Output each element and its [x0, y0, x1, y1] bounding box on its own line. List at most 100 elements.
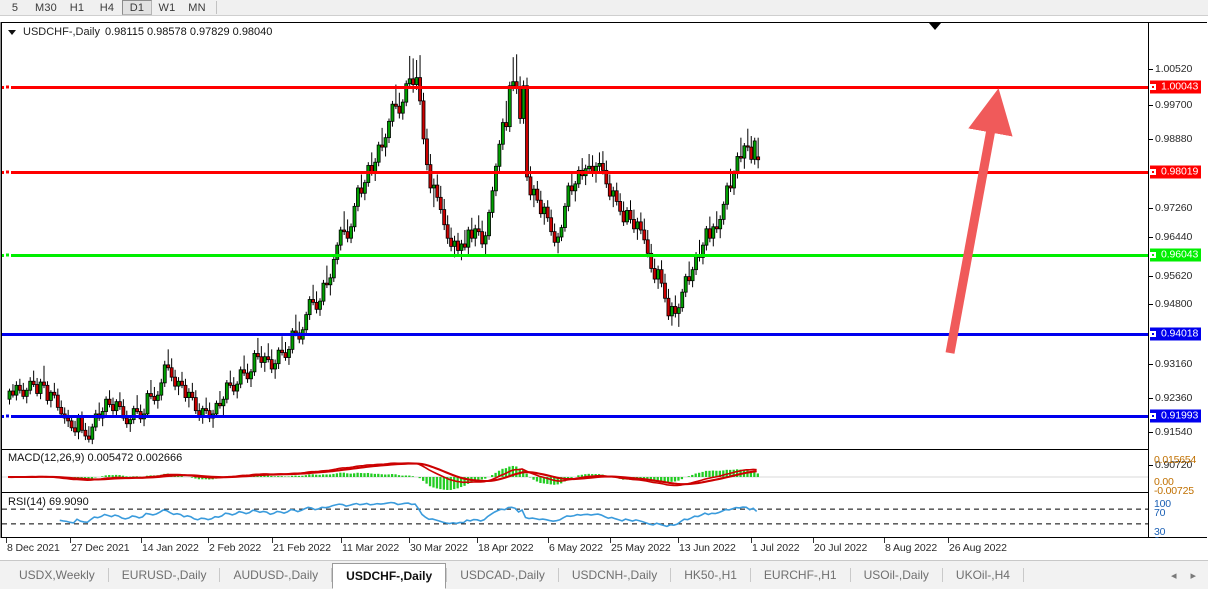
- price-level-badge[interactable]: 0.91993: [1150, 409, 1202, 423]
- candlestick-series: [7, 54, 761, 445]
- macd-pane[interactable]: MACD(12,26,9) 0.005472 0.002666: [2, 449, 1148, 493]
- chart-tab-eurchf-h1[interactable]: EURCHF-,H1: [763, 568, 837, 582]
- price-badge-handle[interactable]: [1150, 84, 1156, 90]
- candle: [255, 337, 260, 360]
- price-tick: [1149, 276, 1153, 277]
- horizontal-line-1.00043[interactable]: [2, 86, 1148, 89]
- chart-tab-eurusd-daily[interactable]: EURUSD-,Daily: [121, 568, 207, 582]
- candle: [676, 303, 681, 327]
- price-tick-label: 0.98880: [1155, 133, 1193, 145]
- line-handle-0.96043[interactable]: [4, 251, 11, 259]
- timeframe-button-m30[interactable]: M30: [35, 1, 57, 14]
- horizontal-line-0.96043[interactable]: [2, 254, 1148, 257]
- candle: [45, 381, 50, 405]
- candle: [390, 100, 395, 127]
- tab-divider: [446, 568, 448, 582]
- candle: [342, 211, 347, 235]
- candle: [11, 384, 15, 398]
- price-tick: [1149, 432, 1153, 433]
- candle: [632, 209, 636, 233]
- candle: [518, 76, 522, 124]
- candle: [173, 369, 178, 391]
- date-tick: [751, 538, 752, 543]
- candle: [21, 382, 26, 400]
- timeframe-button-mn[interactable]: MN: [188, 1, 206, 14]
- candle: [469, 217, 474, 243]
- candle: [666, 288, 671, 320]
- price-level-badge[interactable]: 0.96043: [1150, 248, 1202, 262]
- candle: [42, 365, 46, 389]
- candle: [601, 151, 605, 175]
- date-tick-label: 26 Aug 2022: [949, 542, 1007, 554]
- candle: [328, 273, 333, 296]
- candle: [387, 118, 391, 143]
- macd-scale-label: 0.015654: [1154, 454, 1197, 466]
- candle: [204, 397, 209, 414]
- price-badge-handle[interactable]: [1150, 331, 1156, 337]
- macd-series: [2, 462, 1148, 490]
- price-level-badge[interactable]: 1.00043: [1150, 80, 1202, 94]
- timeframe-button-5[interactable]: 5: [11, 1, 19, 14]
- line-handle-0.98019[interactable]: [4, 168, 11, 176]
- price-scale[interactable]: 1.00520 0.99700 0.98880 0.97260 0.96440 0.956…: [1148, 23, 1208, 547]
- timeframe-button-h1[interactable]: H1: [69, 1, 85, 14]
- chart-tab-usdcnh-daily[interactable]: USDCNH-,Daily: [571, 568, 658, 582]
- macd-scale-label: -0.00725: [1154, 485, 1194, 497]
- price-pane[interactable]: USDCHF-,Daily 0.98115 0.98578 0.97829 0.…: [2, 23, 1148, 448]
- price-tick-label: 0.99700: [1155, 99, 1193, 111]
- candle: [249, 368, 253, 387]
- candle: [359, 174, 364, 198]
- timeframe-button-h4[interactable]: H4: [99, 1, 115, 14]
- candle: [7, 388, 12, 405]
- candle: [138, 404, 143, 423]
- candle: [611, 186, 616, 208]
- timeframe-button-d1[interactable]: D1: [122, 0, 152, 15]
- candle: [162, 360, 167, 387]
- price-badge-handle[interactable]: [1150, 252, 1156, 258]
- price-badge-handle[interactable]: [1150, 413, 1156, 419]
- candle: [645, 230, 650, 258]
- candle: [273, 359, 278, 379]
- candle: [52, 382, 57, 399]
- candle: [673, 295, 678, 318]
- horizontal-line-0.98019[interactable]: [2, 171, 1148, 174]
- toolbar-separator: [216, 1, 217, 14]
- price-badge-handle[interactable]: [1150, 169, 1156, 175]
- chart-tab-usdcad-daily[interactable]: USDCAD-,Daily: [460, 568, 545, 582]
- candle: [259, 346, 264, 368]
- candle: [338, 226, 343, 251]
- candle: [638, 212, 643, 235]
- candle: [507, 81, 512, 132]
- line-handle-1.00043[interactable]: [4, 83, 11, 91]
- candle: [718, 215, 723, 239]
- chart-tab-audusd-daily[interactable]: AUDUSD-,Daily: [233, 568, 319, 582]
- horizontal-line-0.91993[interactable]: [2, 415, 1148, 418]
- candle: [14, 381, 19, 401]
- chart-tabbar: USDX,Weekly EURUSD-,Daily AUDUSD-,Daily USD…: [0, 560, 1208, 589]
- price-tick: [1149, 208, 1153, 209]
- rsi-pane[interactable]: RSI(14) 69.9090: [2, 494, 1148, 538]
- chart-tabs: USDX,Weekly EURUSD-,Daily AUDUSD-,Daily USD…: [0, 561, 1171, 589]
- chart-collapse-caret-icon[interactable]: [8, 29, 16, 35]
- date-tick: [948, 538, 949, 543]
- price-level-badge[interactable]: 0.94018: [1150, 327, 1202, 341]
- chart-tab-usoil-daily[interactable]: USOil-,Daily: [863, 568, 929, 582]
- candle: [352, 203, 357, 232]
- tab-prev-icon[interactable]: ◂: [1170, 569, 1177, 582]
- line-handle-0.91993[interactable]: [4, 412, 11, 420]
- timeframe-button-w1[interactable]: W1: [158, 1, 176, 14]
- chart-tab-usdx-weekly[interactable]: USDX,Weekly: [19, 568, 95, 582]
- chart-tab-hk50-h1[interactable]: HK50-,H1: [684, 568, 737, 582]
- horizontal-line-0.94018[interactable]: [2, 333, 1148, 336]
- chart-tab-ukoil-h4[interactable]: UKOil-,H4: [955, 568, 1010, 582]
- candle: [231, 377, 236, 396]
- candle: [276, 347, 281, 369]
- tab-next-icon[interactable]: ▸: [1190, 569, 1196, 582]
- price-level-badge[interactable]: 0.98019: [1150, 165, 1202, 179]
- chart-tab-usdchf-daily[interactable]: USDCHF-,Daily: [332, 563, 447, 589]
- candle: [193, 390, 198, 414]
- candle: [145, 390, 150, 417]
- candle: [587, 154, 591, 173]
- candle: [183, 378, 188, 402]
- price-tick: [1149, 139, 1153, 140]
